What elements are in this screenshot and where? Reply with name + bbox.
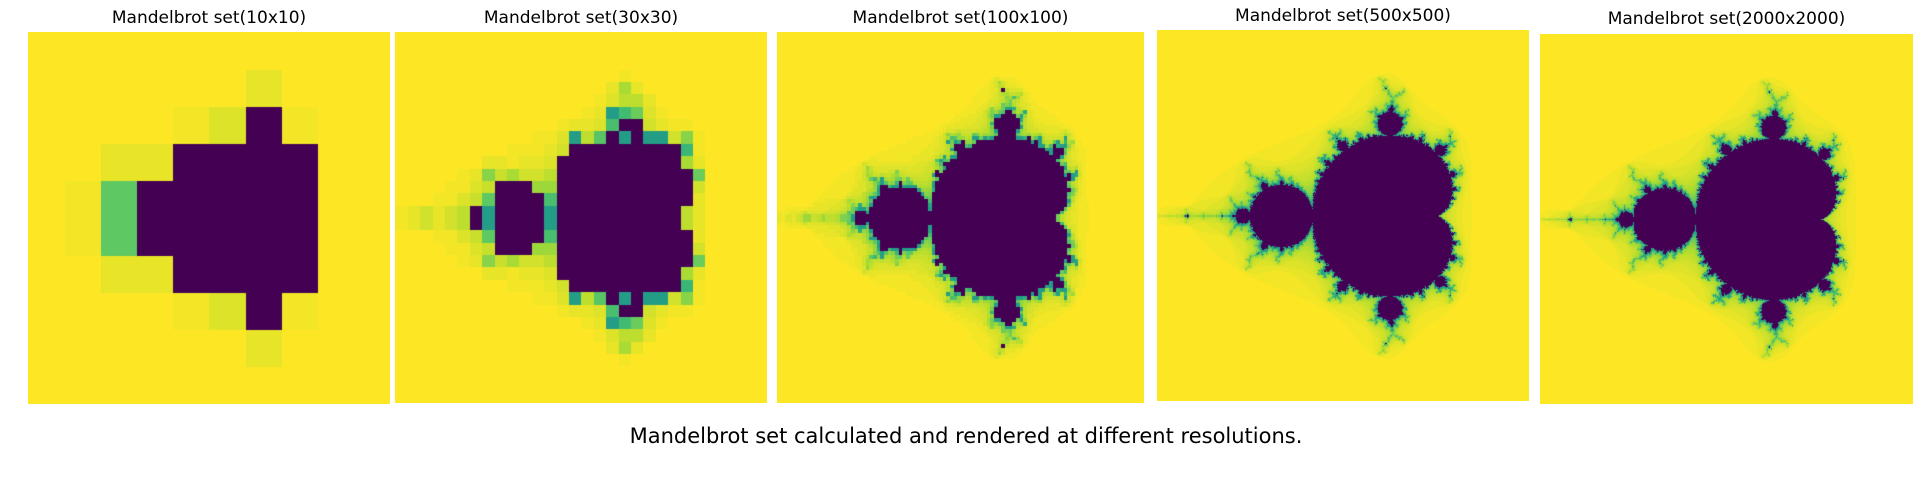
panel-title: Mandelbrot set(2000x2000) xyxy=(1607,9,1846,29)
panel-5: Mandelbrot set(2000x2000) xyxy=(1540,0,1913,410)
mandelbrot-heatmap-30 xyxy=(395,32,767,403)
panel-title: Mandelbrot set(500x500) xyxy=(1235,6,1451,26)
mandelbrot-heatmap-100 xyxy=(777,32,1144,403)
panel-title: Mandelbrot set(100x100) xyxy=(852,8,1069,28)
figure-caption: Mandelbrot set calculated and rendered a… xyxy=(629,424,1303,448)
mandelbrot-heatmap-500 xyxy=(1157,30,1529,401)
panel-1: Mandelbrot set(10x10) xyxy=(28,0,390,410)
panel-title: Mandelbrot set(10x10) xyxy=(111,8,307,28)
mandelbrot-heatmap-10 xyxy=(28,32,390,404)
panel-4: Mandelbrot set(500x500) xyxy=(1157,0,1529,410)
panel-2: Mandelbrot set(30x30) xyxy=(395,0,767,410)
mandelbrot-heatmap-2000 xyxy=(1540,34,1913,404)
panel-title: Mandelbrot set(30x30) xyxy=(483,8,679,28)
panel-3: Mandelbrot set(100x100) xyxy=(777,0,1144,410)
